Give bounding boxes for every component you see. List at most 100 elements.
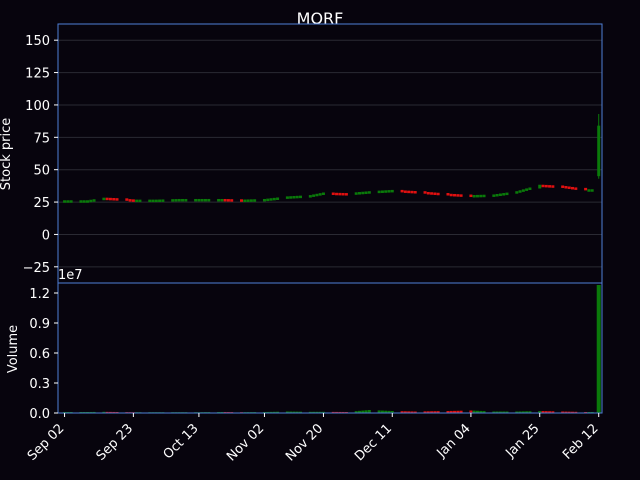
price-candle — [92, 199, 96, 202]
price-candle — [240, 199, 244, 202]
volume-bar — [479, 410, 483, 413]
price-y-tick-label: 150 — [25, 34, 50, 49]
price-candle — [151, 199, 155, 203]
volume-bar — [112, 411, 116, 413]
volume-bar — [567, 411, 571, 413]
price-candle — [253, 199, 257, 202]
volume-bar — [276, 411, 280, 413]
price-candle — [384, 190, 388, 193]
price-candle — [410, 190, 414, 194]
price-candle — [456, 194, 460, 197]
volume-bar — [426, 411, 430, 413]
price-candle — [308, 195, 312, 198]
price-candle — [197, 198, 201, 202]
price-candle — [125, 198, 129, 201]
price-candle — [367, 191, 371, 194]
price-y-tick-label: 75 — [33, 131, 50, 146]
volume-y-axis-label: Volume — [6, 325, 21, 373]
volume-y-tick-label: 1.2 — [29, 287, 50, 302]
price-candle — [380, 190, 384, 193]
price-candle — [226, 199, 230, 202]
volume-bar — [357, 410, 361, 413]
price-candle — [331, 192, 335, 195]
price-candle — [528, 187, 532, 191]
price-candle — [377, 190, 381, 194]
price-candle — [449, 193, 453, 197]
volume-bar — [269, 411, 273, 413]
volume-bar — [561, 411, 565, 413]
volume-offset-label: 1e7 — [58, 268, 83, 283]
price-y-tick-label: 0 — [42, 228, 50, 243]
volume-bar — [492, 411, 496, 413]
price-y-tick-label: −25 — [23, 261, 50, 276]
price-candle — [105, 197, 109, 201]
volume-y-tick-label: 0.9 — [29, 317, 50, 332]
volume-bar — [321, 411, 325, 413]
price-candle — [364, 191, 368, 194]
volume-bar — [289, 411, 293, 413]
price-candle — [341, 192, 345, 196]
price-candle — [390, 189, 394, 193]
price-candle — [158, 199, 162, 203]
volume-bar — [574, 411, 578, 413]
volume-bar — [436, 411, 440, 413]
volume-bar — [312, 411, 316, 413]
price-candle — [587, 189, 591, 192]
volume-bar — [525, 411, 529, 413]
price-candle — [472, 194, 476, 198]
price-candle — [184, 198, 188, 202]
price-candle — [289, 196, 293, 199]
price-candle — [115, 198, 119, 201]
volume-y-axis: 0.0 0.3 0.6 0.9 1.2 — [29, 287, 58, 422]
volume-y-tick-label: 0.0 — [29, 407, 50, 422]
price-candle — [112, 198, 116, 201]
price-candle — [597, 125, 601, 177]
volume-bar — [308, 411, 312, 413]
price-candle — [407, 190, 411, 194]
volume-y-tick-label: 0.6 — [29, 347, 50, 362]
volume-bar — [475, 410, 479, 413]
price-candle — [574, 187, 578, 190]
volume-bar — [449, 410, 453, 413]
price-candle — [498, 193, 502, 197]
volume-bar — [564, 411, 568, 413]
volume-bar — [413, 411, 417, 413]
price-candle — [266, 198, 270, 202]
price-candle — [85, 200, 89, 203]
volume-bar — [338, 411, 342, 413]
price-candle — [171, 199, 175, 202]
volume-bar — [433, 411, 437, 413]
volume-bar — [505, 411, 509, 413]
price-candle — [584, 187, 588, 191]
price-candle — [69, 200, 73, 203]
volume-bar — [318, 411, 322, 413]
price-candle — [357, 192, 361, 195]
volume-y-tick-label: 0.3 — [29, 377, 50, 392]
price-candle — [89, 199, 93, 203]
price-candle — [66, 200, 70, 203]
price-y-tick-label: 100 — [25, 99, 50, 114]
price-candle — [453, 193, 457, 197]
price-candle — [269, 198, 273, 201]
volume-bar — [102, 411, 106, 413]
price-candle — [246, 199, 250, 202]
price-candle — [446, 193, 450, 196]
volume-bar — [521, 411, 525, 413]
volume-bar — [423, 411, 427, 413]
volume-bar — [482, 411, 486, 413]
price-candle — [262, 198, 266, 202]
volume-bar — [364, 410, 368, 413]
volume-bar — [341, 411, 345, 413]
price-candle — [131, 199, 135, 202]
price-y-tick-label: 125 — [25, 67, 50, 82]
price-candle — [541, 184, 545, 188]
price-candle — [128, 199, 132, 202]
price-candle — [318, 193, 322, 196]
volume-bar — [528, 411, 532, 413]
price-candle — [426, 191, 430, 195]
price-candle — [430, 192, 434, 195]
volume-bar — [299, 411, 303, 413]
price-candle — [138, 199, 142, 203]
price-candle — [276, 197, 280, 200]
volume-bar — [92, 411, 96, 413]
